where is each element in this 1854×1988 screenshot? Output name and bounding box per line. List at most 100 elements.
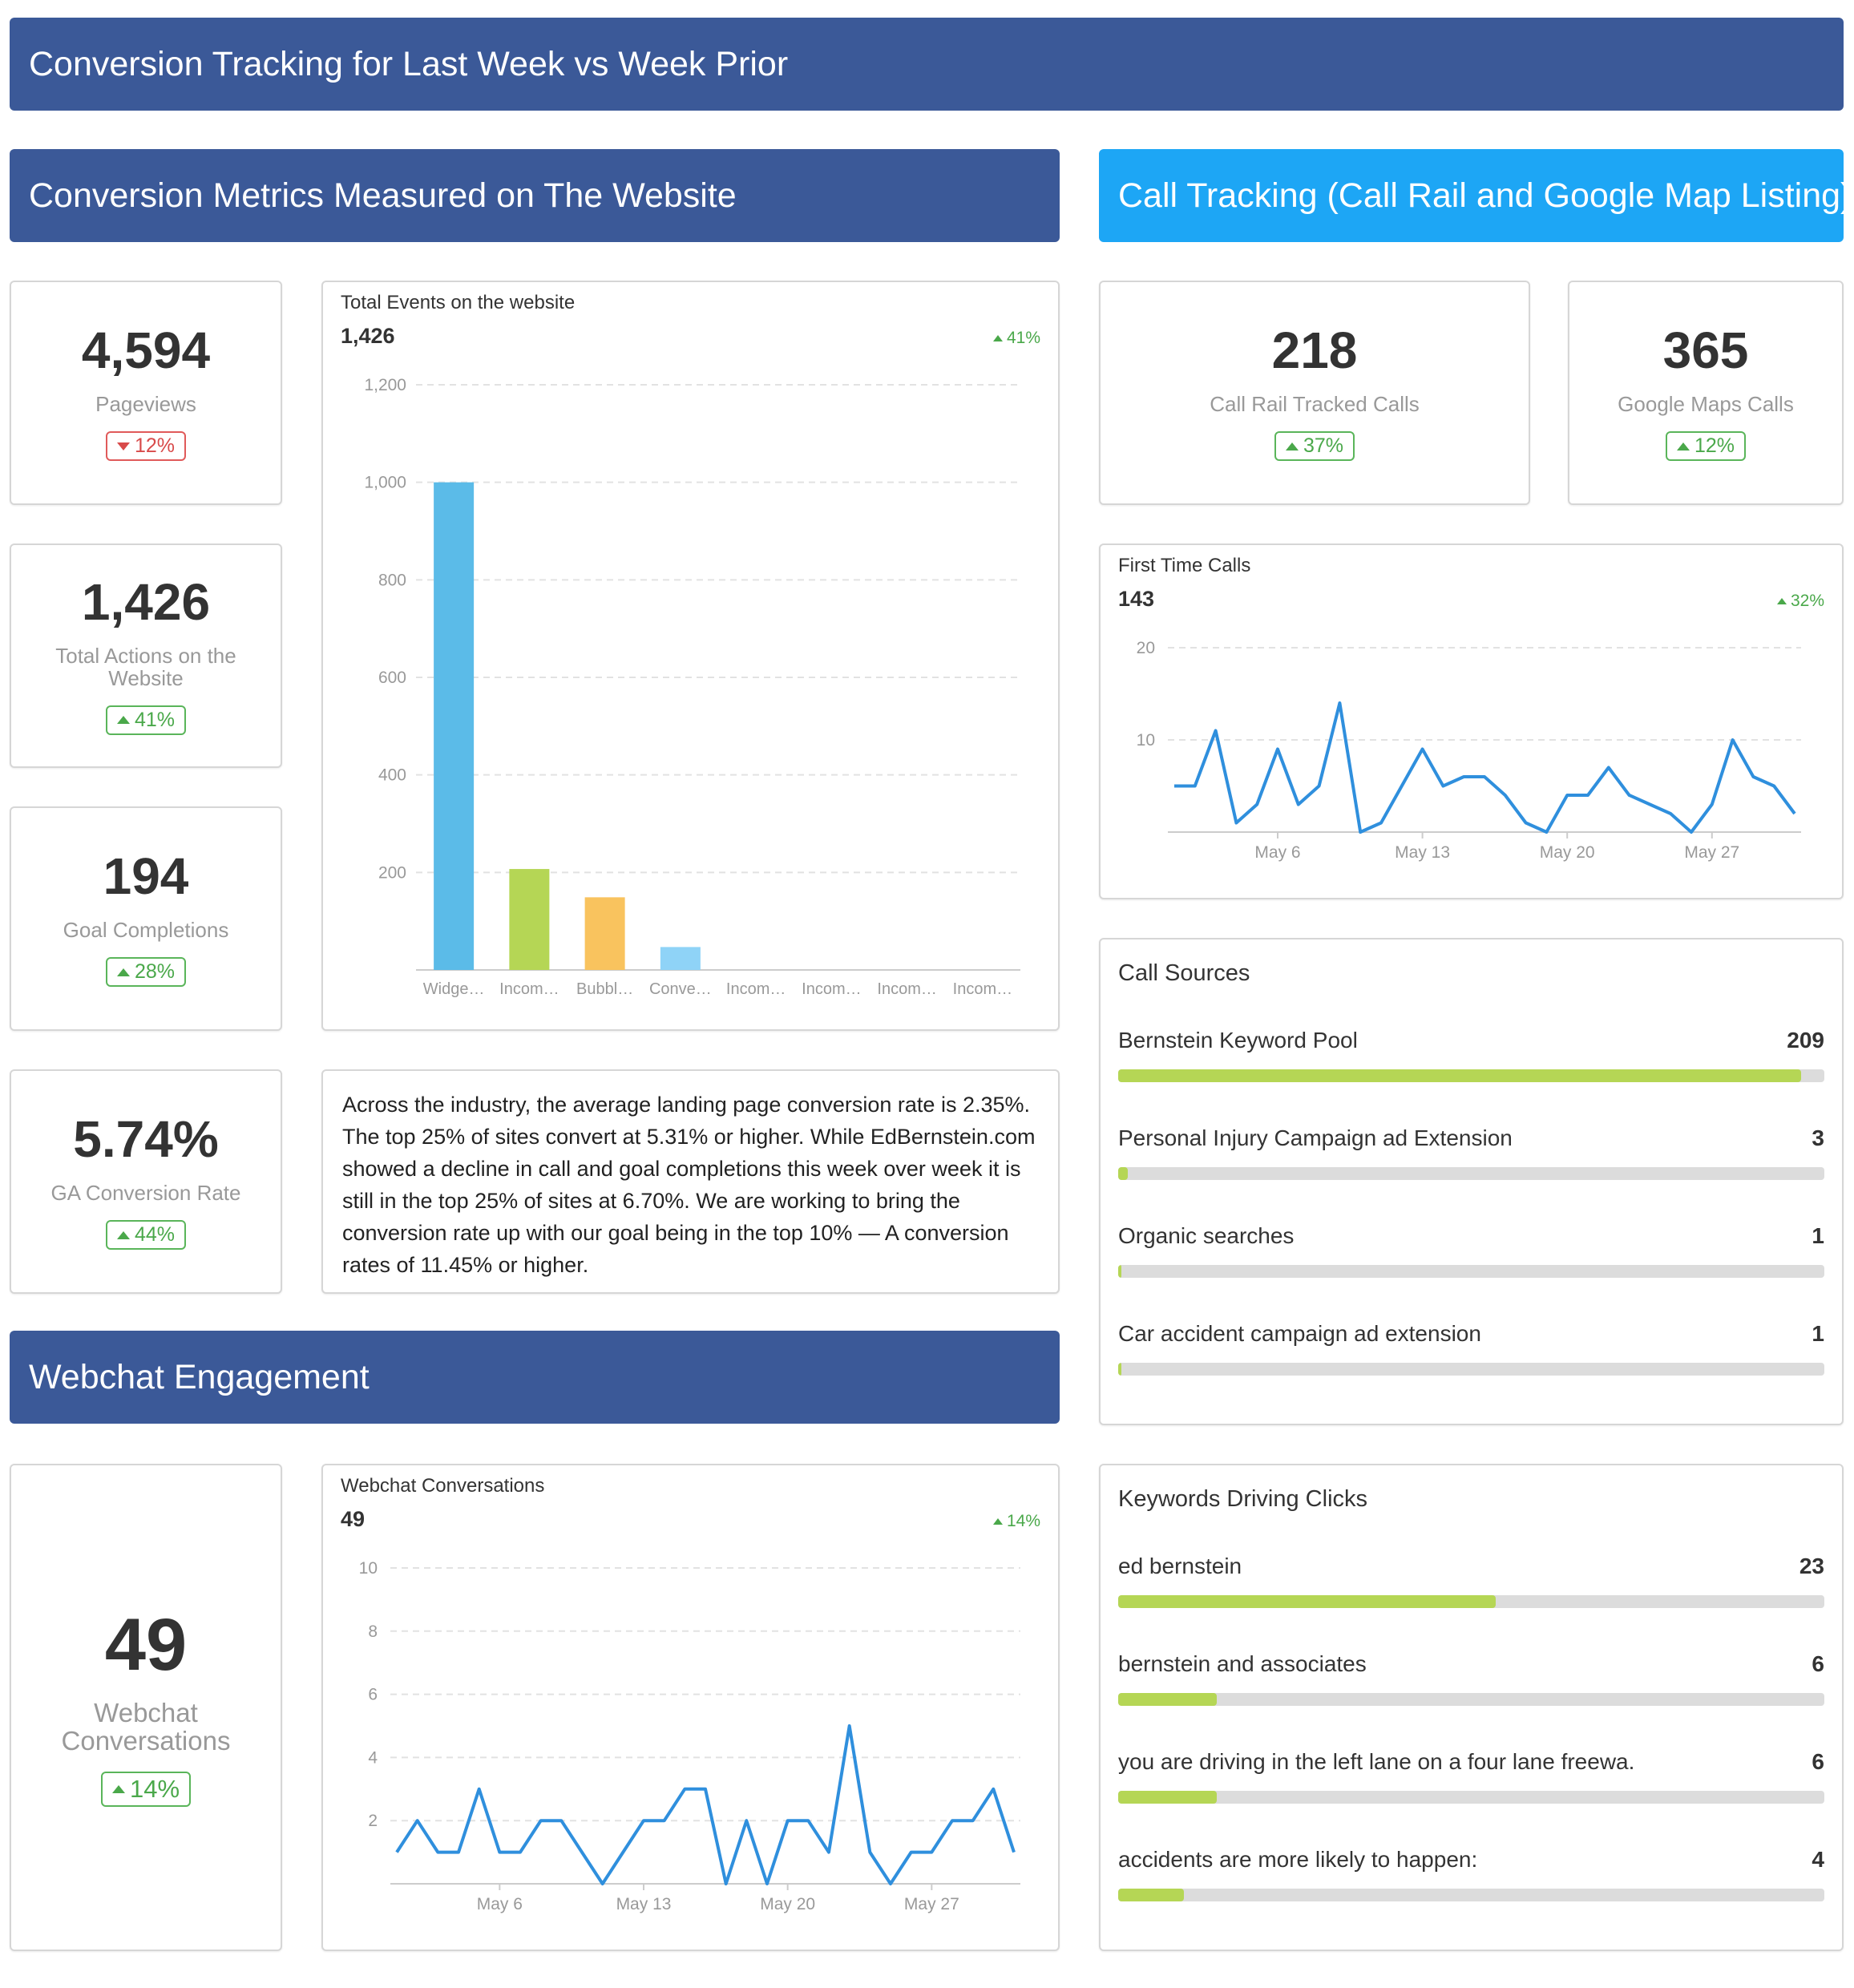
chart-title: First Time Calls — [1118, 555, 1251, 576]
series-line[interactable] — [395, 1724, 1016, 1885]
chart-total: 1,426 — [341, 324, 395, 348]
list-item-count: 6 — [1812, 1749, 1824, 1774]
series-line[interactable] — [1174, 701, 1796, 834]
kpi-value: 5.74% — [73, 1109, 219, 1168]
kpi-value: 1,426 — [81, 573, 211, 632]
x-tick-label: May 13 — [1395, 843, 1450, 862]
keywords-card: Keywords Driving Clicks ed bernstein 23 be… — [1099, 1464, 1844, 1951]
list-item-count: 1 — [1812, 1321, 1824, 1346]
list-item-count: 209 — [1787, 1028, 1824, 1053]
y-tick-label: 8 — [368, 1622, 378, 1641]
kpi-actions: 1,426 Total Actions on the Website 41% — [10, 543, 282, 768]
kpi-label: Goal Completions — [63, 917, 229, 942]
arrow-up-icon — [116, 968, 130, 976]
arrow-up-icon — [1776, 598, 1787, 604]
progress-fill — [1118, 1889, 1184, 1901]
progress-track — [1118, 1889, 1824, 1901]
y-tick-label: 10 — [359, 1559, 378, 1578]
x-tick-label: May 6 — [1254, 843, 1300, 862]
change-value: 12% — [1694, 434, 1735, 458]
progress-fill — [1118, 1693, 1217, 1706]
list-item-count: 3 — [1812, 1125, 1824, 1150]
chart-card-events: Total Events on the website 1,426 41% 20… — [321, 281, 1060, 1031]
change-value: 37% — [1303, 434, 1344, 458]
x-tick-label: Bubbl… — [576, 980, 633, 998]
x-tick-label: May 27 — [1684, 843, 1739, 862]
progress-fill — [1118, 1363, 1122, 1376]
y-tick-label: 1,200 — [364, 376, 406, 394]
x-tick-label: Incom… — [802, 980, 861, 998]
change-badge: 14% — [100, 1771, 192, 1807]
x-tick-label: May 20 — [1540, 843, 1595, 862]
change-badge: 37% — [1274, 431, 1355, 462]
list-item-name: Bernstein Keyword Pool — [1118, 1028, 1358, 1053]
kpi-label: Pageviews — [95, 391, 196, 416]
bar[interactable] — [584, 897, 625, 970]
change-badge: 41% — [105, 705, 187, 735]
kpi-pageviews: 4,594 Pageviews 12% — [10, 281, 282, 505]
industry-note: Across the industry, the average landing… — [321, 1069, 1060, 1294]
x-tick-label: Incom… — [499, 980, 559, 998]
bar[interactable] — [509, 869, 550, 970]
chart-title: Total Events on the website — [341, 292, 576, 313]
list-item[interactable]: Organic searches 1 — [1118, 1223, 1824, 1287]
chart-change-value: 14% — [1006, 1512, 1040, 1530]
kpi-value: 194 — [103, 847, 189, 905]
call-sources-card: Call Sources Bernstein Keyword Pool 209 Pe… — [1099, 938, 1844, 1425]
chart-change: 32% — [1776, 592, 1824, 611]
list-item[interactable]: bernstein and associates 6 — [1118, 1651, 1824, 1715]
arrow-up-icon — [1285, 442, 1299, 451]
arrow-up-icon — [111, 1784, 125, 1793]
arrow-up-icon — [116, 716, 130, 725]
bar-chart-events: 200 400 600 800 1,000 1,200 Widge… Incom… Bubbl…… — [364, 376, 1020, 998]
line-chart-webchat: 2 4 6 8 10 May 6 May 13 May 20 May 27 — [359, 1559, 1020, 1913]
bar[interactable] — [434, 482, 475, 970]
kpi-conversion-rate: 5.74% GA Conversion Rate 44% — [10, 1069, 282, 1294]
section-header-website: Conversion Metrics Measured on The Websi… — [10, 149, 1060, 242]
arrow-down-icon — [116, 442, 130, 451]
progress-track — [1118, 1069, 1824, 1082]
chart-total: 49 — [341, 1507, 366, 1531]
x-tick-label: Incom… — [953, 980, 1012, 998]
y-tick-label: 6 — [368, 1686, 378, 1704]
x-tick-label: Conve… — [649, 980, 712, 998]
kpi-callrail: 218 Call Rail Tracked Calls 37% — [1099, 281, 1530, 505]
y-tick-label: 800 — [378, 571, 406, 589]
progress-fill — [1118, 1069, 1802, 1082]
progress-track — [1118, 1363, 1824, 1376]
y-tick-label: 1,000 — [364, 474, 406, 492]
list-item[interactable]: Car accident campaign ad extension 1 — [1118, 1321, 1824, 1385]
kpi-label: Call Rail Tracked Calls — [1210, 391, 1420, 416]
chart-change-value: 32% — [1790, 592, 1824, 610]
list-item-name: ed bernstein — [1118, 1554, 1242, 1578]
list-item-name: Organic searches — [1118, 1223, 1295, 1248]
y-tick-label: 400 — [378, 766, 406, 785]
list-item[interactable]: Bernstein Keyword Pool 209 — [1118, 1028, 1824, 1092]
chart-change: 41% — [992, 329, 1040, 348]
progress-fill — [1118, 1167, 1129, 1180]
list-item-count: 4 — [1812, 1847, 1824, 1872]
list-item[interactable]: Personal Injury Campaign ad Extension 3 — [1118, 1125, 1824, 1190]
kpi-label: Google Maps Calls — [1618, 391, 1794, 416]
list-item-name: Personal Injury Campaign ad Extension — [1118, 1125, 1513, 1150]
list-item[interactable]: accidents are more likely to happen: 4 — [1118, 1847, 1824, 1911]
section-header-webchat: Webchat Engagement — [10, 1331, 1060, 1424]
bar[interactable] — [660, 947, 701, 970]
change-value: 28% — [134, 960, 176, 984]
list-item[interactable]: ed bernstein 23 — [1118, 1554, 1824, 1618]
progress-track — [1118, 1595, 1824, 1608]
y-tick-label: 600 — [378, 669, 406, 687]
list-item[interactable]: you are driving in the left lane on a fo… — [1118, 1749, 1824, 1813]
y-tick-label: 2 — [368, 1812, 378, 1830]
kpi-googlemaps: 365 Google Maps Calls 12% — [1568, 281, 1844, 505]
chart-total: 143 — [1118, 587, 1155, 611]
change-value: 14% — [129, 1774, 180, 1803]
section-title-webchat: Webchat Engagement — [29, 1357, 370, 1396]
y-tick-label: 10 — [1137, 731, 1155, 750]
y-tick-label: 20 — [1137, 639, 1155, 657]
industry-note-text: Across the industry, the average landing… — [342, 1093, 1036, 1277]
change-badge: 12% — [105, 431, 187, 462]
section-title-website: Conversion Metrics Measured on The Websi… — [29, 176, 737, 215]
y-tick-label: 200 — [378, 863, 406, 882]
chart-card-first-calls: First Time Calls 143 32% 10 20 May 6 May 13… — [1099, 543, 1844, 899]
